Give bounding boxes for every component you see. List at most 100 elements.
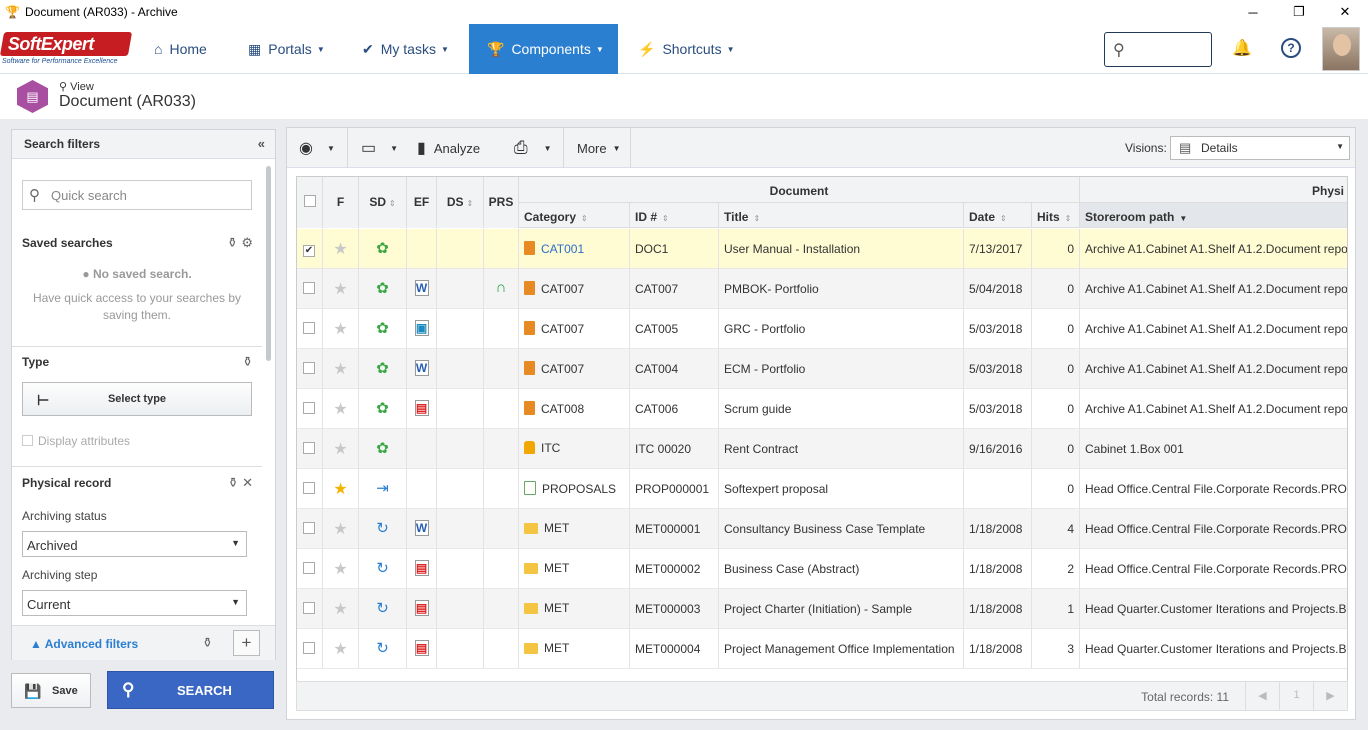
table-row[interactable]: ★ ✿ W ∩ CAT007 CAT007 PMBOK- Portfolio 5/04/201…: [297, 269, 1347, 309]
column-sd[interactable]: SD ⇕: [359, 177, 407, 228]
view-button[interactable]: ◉ ▼: [299, 128, 335, 168]
loan-icon[interactable]: ∩: [495, 279, 507, 296]
revision-status-icon[interactable]: ↻: [376, 560, 389, 577]
broom-icon[interactable]: ⚱: [226, 235, 238, 250]
category-value[interactable]: CAT001: [541, 242, 585, 256]
column-ef[interactable]: EF: [407, 177, 437, 228]
archiving-status-select[interactable]: Archived ▼: [22, 531, 247, 557]
star-icon[interactable]: ★: [333, 601, 348, 618]
row-checkbox[interactable]: [303, 482, 315, 494]
broom-icon[interactable]: ⚱: [242, 354, 253, 369]
approved-status-icon[interactable]: ✿: [376, 240, 389, 257]
broom-icon[interactable]: ⚱: [202, 635, 213, 650]
row-checkbox[interactable]: [303, 282, 315, 294]
select-all-checkbox[interactable]: [303, 195, 316, 207]
row-checkbox[interactable]: [303, 642, 315, 654]
broom-icon[interactable]: ⚱: [227, 475, 239, 490]
close-icon[interactable]: ✕: [242, 475, 253, 490]
approved-status-icon[interactable]: ✿: [376, 360, 389, 377]
pdf-file-icon[interactable]: ▤: [414, 400, 429, 416]
preview-button[interactable]: ▭ ▼: [361, 128, 398, 168]
scrollbar[interactable]: [266, 166, 271, 361]
collapse-icon[interactable]: «: [257, 136, 265, 151]
minimize-button[interactable]: ─: [1248, 4, 1258, 20]
column-title[interactable]: Title ⇕: [719, 203, 964, 227]
nav-components[interactable]: 🏆 Components ▼: [469, 24, 618, 74]
maximize-button[interactable]: ❐: [1293, 4, 1305, 19]
revision-status-icon[interactable]: ↻: [376, 600, 389, 617]
export-status-icon[interactable]: ⇥: [376, 480, 389, 497]
close-button[interactable]: ✕: [1339, 4, 1351, 19]
pdf-file-icon[interactable]: ▤: [414, 600, 429, 616]
quick-search-input[interactable]: ⚲ Quick search: [22, 180, 252, 210]
next-page-button[interactable]: ▶: [1313, 682, 1347, 710]
previous-page-button[interactable]: ◀: [1245, 682, 1279, 710]
column-storeroom[interactable]: Storeroom path ▼: [1080, 203, 1347, 227]
help-icon[interactable]: ?: [1281, 38, 1301, 58]
row-checkbox[interactable]: [303, 522, 315, 534]
more-button[interactable]: More ▼: [577, 140, 621, 156]
table-row[interactable]: ★ ✿ W CAT007 CAT004 ECM - Portfolio 5/03/2018 0…: [297, 349, 1347, 389]
global-search-input[interactable]: ⚲: [1104, 32, 1212, 67]
approved-status-icon[interactable]: ✿: [376, 440, 389, 457]
row-checkbox[interactable]: [303, 362, 315, 374]
user-avatar[interactable]: [1322, 27, 1360, 71]
star-icon[interactable]: ★: [333, 561, 348, 578]
column-date[interactable]: Date ⇕: [964, 203, 1032, 227]
nav-home[interactable]: ⌂ Home: [154, 41, 207, 57]
row-checkbox[interactable]: [303, 442, 315, 454]
table-row[interactable]: ★ ↻ ▤ MET MET000002 Business Case (Abstract) 1…: [297, 549, 1347, 589]
star-icon[interactable]: ★: [333, 321, 348, 338]
table-row[interactable]: ★ ✿ ▤ CAT008 CAT006 Scrum guide 5/03/2018 0 Arch…: [297, 389, 1347, 429]
star-icon[interactable]: ★: [333, 241, 348, 258]
word-file-icon[interactable]: W: [414, 280, 429, 296]
star-icon[interactable]: ★: [333, 641, 348, 658]
column-id[interactable]: ID # ⇕: [630, 203, 719, 227]
star-icon[interactable]: ★: [333, 481, 348, 498]
nav-portals[interactable]: ▦ Portals ▼: [248, 40, 325, 58]
save-button[interactable]: 💾 Save: [11, 673, 91, 708]
image-file-icon[interactable]: ▣: [414, 320, 429, 336]
nav-my-tasks[interactable]: ✔ My tasks ▼: [362, 40, 449, 58]
gear-icon[interactable]: ⚙: [241, 235, 253, 250]
star-icon[interactable]: ★: [333, 361, 348, 378]
column-hits[interactable]: Hits ⇕: [1032, 203, 1080, 227]
bell-icon[interactable]: 🔔: [1232, 40, 1252, 57]
table-row[interactable]: ★ ⇥ PROPOSALS PROP000001 Softexpert proposal…: [297, 469, 1347, 509]
star-icon[interactable]: ★: [333, 521, 348, 538]
approved-status-icon[interactable]: ✿: [376, 320, 389, 337]
visions-select[interactable]: ▤ Details ▼: [1170, 136, 1350, 160]
row-checkbox[interactable]: [303, 602, 315, 614]
analyze-button[interactable]: ▮ Analyze: [417, 140, 481, 157]
star-icon[interactable]: ★: [333, 441, 348, 458]
star-icon[interactable]: ★: [333, 401, 348, 418]
nav-shortcuts[interactable]: ⚡ Shortcuts ▼: [638, 40, 735, 58]
table-row[interactable]: ★ ↻ W MET MET000001 Consultancy Business Case…: [297, 509, 1347, 549]
star-icon[interactable]: ★: [333, 281, 348, 298]
column-category[interactable]: Category ⇕: [519, 203, 630, 227]
column-prs[interactable]: PRS: [484, 177, 519, 228]
softexpert-logo[interactable]: SoftExpert Software for Performance Exce…: [0, 32, 133, 68]
revision-status-icon[interactable]: ↻: [376, 520, 389, 537]
row-checkbox[interactable]: [303, 402, 315, 414]
pdf-file-icon[interactable]: ▤: [414, 560, 429, 576]
pdf-file-icon[interactable]: ▤: [414, 640, 429, 656]
row-checkbox[interactable]: [303, 562, 315, 574]
column-ds[interactable]: DS ⇕: [437, 177, 484, 228]
table-row[interactable]: ★ ✿ ITC ITC 00020 Rent Contract 9/16/2016 0 Cab…: [297, 429, 1347, 469]
revision-status-icon[interactable]: ↻: [376, 640, 389, 657]
row-checkbox[interactable]: ✔: [303, 245, 315, 257]
display-attributes-checkbox[interactable]: Display attributes: [22, 434, 130, 448]
row-checkbox[interactable]: [303, 322, 315, 334]
table-row[interactable]: ★ ✿ ▣ CAT007 CAT005 GRC - Portfolio 5/03/2018 0…: [297, 309, 1347, 349]
word-file-icon[interactable]: W: [414, 520, 429, 536]
approved-status-icon[interactable]: ✿: [376, 280, 389, 297]
word-file-icon[interactable]: W: [414, 360, 429, 376]
approved-status-icon[interactable]: ✿: [376, 400, 389, 417]
table-row[interactable]: ✔ ★ ✿ CAT001 DOC1 User Manual - Installation 7…: [297, 229, 1347, 269]
column-f[interactable]: F: [323, 177, 359, 228]
table-row[interactable]: ★ ↻ ▤ MET MET000003 Project Charter (Initiati…: [297, 589, 1347, 629]
add-filter-button[interactable]: +: [233, 630, 260, 656]
table-row[interactable]: ★ ↻ ▤ MET MET000004 Project Management Office…: [297, 629, 1347, 669]
archiving-step-select[interactable]: Current ▼: [22, 590, 247, 616]
